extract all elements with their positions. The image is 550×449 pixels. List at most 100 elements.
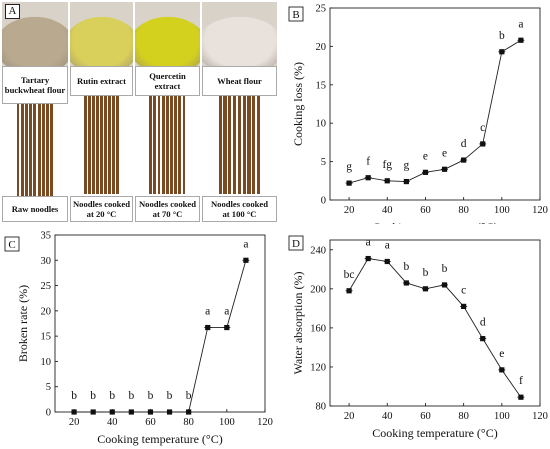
y-tick-label: 10	[316, 119, 327, 130]
significance-letter: a	[243, 238, 248, 250]
noodle-strand	[16, 104, 20, 196]
significance-letter: a	[385, 239, 390, 251]
y-tick-label: 25	[41, 281, 52, 292]
y-tick-label: 0	[46, 408, 51, 419]
significance-letter: b	[90, 390, 96, 402]
x-axis-label: Cooking temperature (°C)	[372, 426, 497, 440]
significance-letter: g	[346, 161, 352, 173]
x-tick-label: 60	[145, 417, 156, 428]
noodle-strand	[95, 96, 99, 194]
significance-letter: f	[366, 156, 370, 168]
x-tick-label: 120	[532, 205, 548, 216]
powder-pile	[2, 17, 68, 66]
x-axis-label: Cooking temperature (°C)	[372, 220, 497, 224]
x-tick-label: 20	[344, 205, 355, 216]
noodle-strand	[161, 96, 165, 194]
noodle-strand	[29, 104, 33, 196]
significance-letter: b	[499, 30, 505, 42]
plot-frame	[54, 234, 266, 413]
y-tick-label: 10	[41, 357, 52, 368]
noodle-strand	[112, 96, 115, 194]
noodle-strand	[116, 96, 119, 194]
noodle-strand	[104, 96, 107, 194]
noodle-photo	[202, 96, 277, 194]
y-tick-label: 30	[41, 256, 52, 267]
noodle-strand	[24, 104, 28, 196]
y-tick-label: 15	[316, 80, 327, 91]
x-tick-label: 100	[494, 205, 510, 216]
x-tick-label: 80	[458, 411, 469, 422]
y-tick-label: 20	[41, 306, 52, 317]
y-tick-label: 5	[46, 382, 51, 393]
significance-letter: b	[442, 263, 448, 275]
series-line	[74, 260, 247, 413]
noodle-strand	[223, 96, 227, 194]
significance-letter: f	[519, 375, 523, 387]
y-tick-label: 35	[41, 231, 52, 242]
noodle-caption: Noodles cooked at 70 °C	[135, 196, 200, 222]
noodle-strand	[149, 96, 153, 194]
powder-pile	[70, 17, 133, 66]
powder-photo	[70, 2, 133, 66]
x-tick-label: 120	[257, 417, 273, 428]
noodle-photo	[70, 96, 133, 194]
significance-letter: b	[403, 261, 409, 273]
chart-broken-rate: 0 5 10 15 20 25 30 35 20 40 60 80 100 120 Cooking temp…	[4, 231, 273, 446]
significance-letter: a	[224, 306, 229, 318]
y-tick-label: 240	[310, 245, 326, 256]
chart-cooking-loss: 0 5 10 15 20 25 20 40 60 80 100 120 Cooking temperat…	[288, 4, 548, 224]
y-axis-label: Cooking loss (%)	[291, 62, 305, 146]
x-tick-label: 20	[69, 417, 80, 428]
noodle-strand	[174, 96, 178, 194]
noodle-strand	[153, 96, 157, 194]
y-axis-label: Broken rate (%)	[16, 285, 30, 362]
panel-letter-a: A	[5, 4, 20, 19]
panel-letter: B	[292, 9, 299, 21]
y-tick-label: 160	[310, 323, 326, 334]
plot-frame	[329, 239, 541, 407]
significance-letter: g	[403, 160, 409, 172]
significance-letter: a	[518, 18, 523, 30]
y-tick-label: 200	[310, 284, 326, 295]
x-tick-label: 40	[107, 417, 118, 428]
y-tick-label: 80	[316, 402, 327, 413]
significance-letter: b	[423, 267, 429, 279]
x-tick-label: 80	[183, 417, 194, 428]
panel-letter: D	[292, 238, 300, 250]
significance-letter: b	[167, 390, 173, 402]
noodle-strand	[237, 96, 241, 194]
x-tick-label: 100	[494, 411, 510, 422]
x-tick-label: 60	[420, 205, 431, 216]
y-tick-label: 25	[316, 4, 327, 15]
plot-frame	[329, 7, 541, 201]
x-axis-label: Cooking temperature (°C)	[97, 432, 222, 446]
y-tick-label: 20	[316, 42, 327, 53]
noodle-caption: Noodles cooked at 20 °C	[70, 196, 133, 222]
significance-letter: bc	[344, 269, 355, 281]
noodle-strand	[218, 96, 222, 194]
significance-letter: b	[128, 390, 134, 402]
powder-photo	[2, 2, 68, 66]
significance-letter: d	[480, 317, 486, 329]
panel-letter: C	[8, 239, 15, 251]
noodle-strand	[83, 96, 87, 194]
x-tick-label: 60	[420, 411, 431, 422]
noodle-strand	[20, 104, 24, 196]
noodle-strand	[37, 104, 41, 196]
significance-letter: e	[499, 348, 504, 360]
x-tick-label: 40	[382, 411, 393, 422]
y-axis-label: Water absorption (%)	[291, 272, 305, 375]
chart-water-absorption: 80 120 160 200 240 20 40 60 80 100 120 Cooking temp…	[288, 235, 548, 440]
significance-letter: d	[461, 138, 467, 150]
noodle-caption: Noodles cooked at 100 °C	[202, 196, 277, 222]
panel-a-photo-collage: Tartary buckwheat flour Raw noodles Rutin …	[0, 0, 281, 224]
powder-caption: Quercetin extract	[135, 66, 200, 96]
noodle-strand	[170, 96, 173, 194]
noodle-strand	[41, 104, 45, 196]
noodle-strand	[252, 96, 256, 194]
powder-pile	[202, 17, 277, 66]
noodle-strand	[228, 96, 232, 194]
y-tick-label: 15	[41, 332, 52, 343]
powder-photo	[135, 2, 200, 66]
significance-letter: e	[423, 150, 428, 162]
